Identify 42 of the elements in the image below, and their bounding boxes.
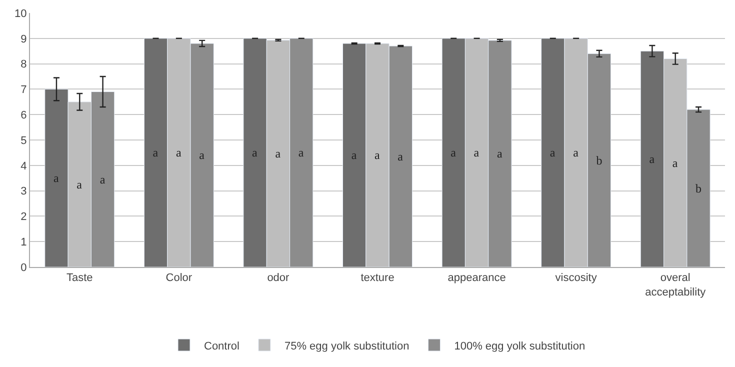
data-label: a	[176, 146, 182, 160]
y-tick-label: 9	[20, 33, 27, 46]
data-label: a	[351, 148, 358, 162]
data-label: a	[496, 146, 503, 161]
legend-label: 100% egg yolk substitution	[454, 340, 586, 352]
y-tick-label: 2	[20, 211, 27, 224]
x-tick-label: texture	[360, 272, 394, 284]
data-label: a	[199, 148, 206, 162]
data-label: a	[398, 150, 404, 164]
data-label: a	[374, 148, 380, 162]
y-tick-label: 5	[20, 134, 27, 147]
data-label: a	[450, 146, 457, 160]
data-label: a	[152, 146, 159, 160]
data-label: b	[596, 153, 602, 168]
data-label: b	[696, 181, 702, 196]
data-label: a	[573, 146, 580, 160]
data-label: a	[550, 146, 556, 160]
y-tick-label: 3	[20, 186, 27, 198]
y-tick-label: 0	[20, 262, 27, 274]
y-tick-label: 8	[20, 58, 27, 71]
x-tick-label: odor	[267, 272, 290, 284]
y-tick-label: 4	[20, 160, 27, 172]
x-tick-label: Taste	[66, 272, 93, 284]
y-tick-label: 1	[20, 236, 27, 248]
data-label: a	[298, 146, 304, 160]
legend-label: Control	[204, 340, 240, 352]
data-label: a	[53, 171, 60, 186]
x-tick-label: overal acceptability	[645, 272, 706, 298]
y-tick-label: 6	[20, 109, 27, 122]
y-tick-label: 10	[14, 8, 27, 20]
data-label: a	[275, 146, 282, 161]
data-label: a	[252, 146, 258, 160]
data-label: a	[672, 156, 678, 170]
data-label: a	[474, 146, 480, 160]
data-label: a	[649, 152, 656, 166]
x-tick-label: appearance	[448, 272, 506, 284]
y-tick-label: 7	[20, 84, 27, 96]
legend-label: 75% egg yolk substitution	[284, 340, 410, 352]
data-label: a	[100, 172, 106, 186]
data-label: a	[76, 177, 83, 192]
x-tick-label: viscosity	[555, 272, 598, 284]
x-tick-label: Color	[166, 272, 192, 284]
